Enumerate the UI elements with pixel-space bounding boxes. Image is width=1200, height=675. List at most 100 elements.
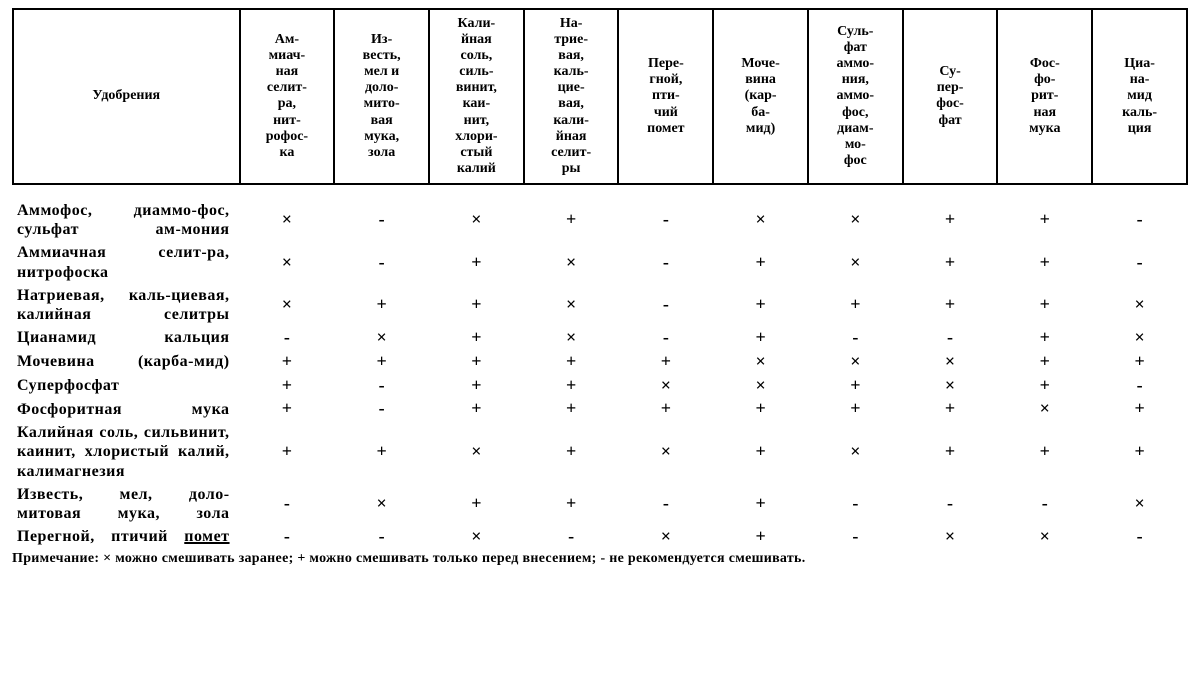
table-cell: × — [903, 374, 998, 398]
table-cell: × — [618, 525, 713, 549]
table-cell: + — [429, 397, 524, 421]
table-cell: × — [1092, 284, 1187, 326]
table-cell: + — [240, 374, 335, 398]
table-cell: + — [334, 284, 429, 326]
table-cell: - — [334, 241, 429, 283]
table-cell: + — [524, 397, 619, 421]
table-cell: + — [713, 421, 808, 483]
col-header: Фос-фо-рит-наямука — [997, 9, 1092, 184]
table-row: Аммофос, диаммо-фос, сульфат ам-мония×-×… — [13, 199, 1187, 241]
table-row: Мочевина (карба-мид)+++++×××++ — [13, 350, 1187, 374]
table-cell: + — [903, 421, 998, 483]
table-cell: × — [1092, 483, 1187, 525]
row-label: Перегной, птичий помет — [13, 525, 240, 549]
table-cell: + — [618, 350, 713, 374]
table-cell: + — [713, 241, 808, 283]
row-label: Мочевина (карба-мид) — [13, 350, 240, 374]
table-cell: + — [240, 421, 335, 483]
table-cell: - — [334, 199, 429, 241]
row-label: Натриевая, каль-циевая, калийная селитры — [13, 284, 240, 326]
col-header: Ам-миач-наяселит-ра,нит-рофос-ка — [240, 9, 335, 184]
table-cell: + — [997, 284, 1092, 326]
table-body: Аммофос, диаммо-фос, сульфат ам-мония×-×… — [13, 184, 1187, 549]
table-cell: + — [524, 199, 619, 241]
table-row: Калийная соль, сильвинит, каинит, хлорис… — [13, 421, 1187, 483]
table-cell: + — [429, 326, 524, 350]
table-cell: × — [903, 525, 998, 549]
table-cell: - — [618, 483, 713, 525]
table-cell: + — [713, 326, 808, 350]
table-cell: - — [903, 483, 998, 525]
col-header: Кали-йнаясоль,силь-винит,каи-нит,хлори-с… — [429, 9, 524, 184]
table-cell: + — [429, 350, 524, 374]
table-cell: × — [618, 374, 713, 398]
col-header: Из-весть,мел идоло-мито-ваямука,зола — [334, 9, 429, 184]
table-cell: + — [429, 241, 524, 283]
table-cell: + — [429, 483, 524, 525]
table-cell: + — [240, 350, 335, 374]
table-cell: × — [524, 326, 619, 350]
table-cell: × — [713, 199, 808, 241]
row-label: Цианамид кальция — [13, 326, 240, 350]
table-cell: - — [524, 525, 619, 549]
table-cell: - — [334, 397, 429, 421]
row-label: Аммиачная селит-ра, нитрофоска — [13, 241, 240, 283]
table-cell: × — [808, 421, 903, 483]
table-cell: + — [997, 421, 1092, 483]
table-cell: + — [903, 199, 998, 241]
table-cell: + — [997, 326, 1092, 350]
col-header: Моче-вина(кар-ба-мид) — [713, 9, 808, 184]
fertilizer-mix-table: Удобрения Ам-миач-наяселит-ра,нит-рофос-… — [12, 8, 1188, 549]
table-cell: × — [713, 350, 808, 374]
table-cell: × — [808, 350, 903, 374]
table-cell: - — [997, 483, 1092, 525]
table-cell: - — [1092, 241, 1187, 283]
table-header: Удобрения Ам-миач-наяселит-ра,нит-рофос-… — [13, 9, 1187, 184]
table-cell: + — [618, 397, 713, 421]
table-cell: × — [997, 525, 1092, 549]
table-cell: × — [997, 397, 1092, 421]
table-cell: + — [713, 525, 808, 549]
row-label: Аммофос, диаммо-фос, сульфат ам-мония — [13, 199, 240, 241]
table-cell: + — [808, 284, 903, 326]
table-row: Аммиачная селит-ра, нитрофоска×-+×-+×++- — [13, 241, 1187, 283]
table-cell: + — [713, 284, 808, 326]
table-cell: + — [997, 374, 1092, 398]
table-cell: × — [334, 326, 429, 350]
table-cell: - — [808, 326, 903, 350]
table-cell: × — [903, 350, 998, 374]
table-cell: - — [240, 525, 335, 549]
table-cell: × — [713, 374, 808, 398]
table-cell: × — [429, 199, 524, 241]
row-label: Фосфоритная мука — [13, 397, 240, 421]
col-header: Циа-на-мидкаль-ция — [1092, 9, 1187, 184]
table-cell: - — [903, 326, 998, 350]
table-cell: + — [429, 284, 524, 326]
table-cell: × — [240, 241, 335, 283]
table-cell: × — [524, 241, 619, 283]
table-row: Известь, мел, доло-митовая мука, зола-×+… — [13, 483, 1187, 525]
table-cell: + — [903, 241, 998, 283]
table-cell: × — [524, 284, 619, 326]
table-cell: - — [618, 284, 713, 326]
table-cell: + — [997, 350, 1092, 374]
table-cell: + — [713, 397, 808, 421]
table-cell: × — [429, 421, 524, 483]
table-cell: + — [808, 397, 903, 421]
table-row: Перегной, птичий помет--×-×+-××- — [13, 525, 1187, 549]
table-row: Натриевая, каль-циевая, калийная селитры… — [13, 284, 1187, 326]
table-cell: - — [240, 326, 335, 350]
table-cell: + — [524, 421, 619, 483]
table-cell: - — [334, 525, 429, 549]
table-cell: + — [903, 284, 998, 326]
table-cell: × — [240, 284, 335, 326]
header-label: Удобрения — [13, 9, 240, 184]
table-cell: + — [334, 421, 429, 483]
table-cell: - — [618, 241, 713, 283]
col-header: Су-пер-фос-фат — [903, 9, 998, 184]
table-cell: - — [240, 483, 335, 525]
table-cell: + — [524, 374, 619, 398]
table-cell: + — [429, 374, 524, 398]
table-cell: + — [334, 350, 429, 374]
table-cell: × — [334, 483, 429, 525]
